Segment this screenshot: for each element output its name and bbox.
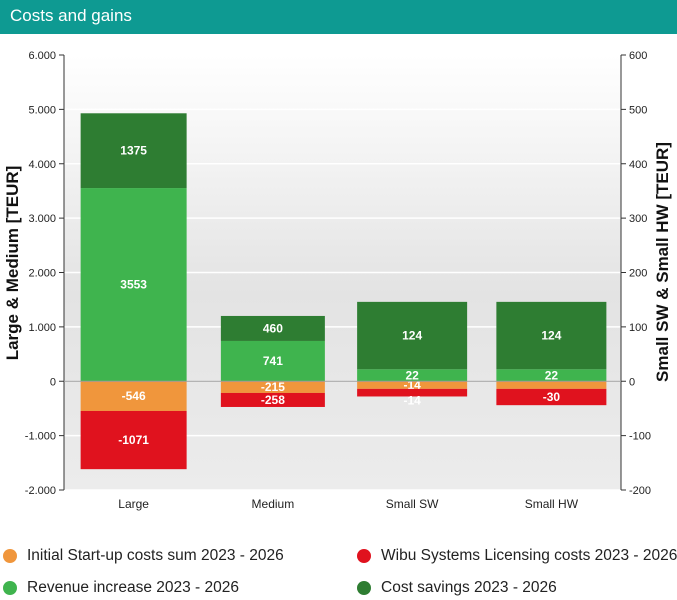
legend-item-wibu: Wibu Systems Licensing costs 2023 - 2026 <box>357 546 677 566</box>
data-label-savings: 124 <box>402 329 422 343</box>
x-tick-label: Small HW <box>525 497 579 511</box>
bar-wibu-large <box>80 410 187 470</box>
y-tick-label-left: -2.000 <box>25 485 56 497</box>
legend: Initial Start-up costs sum 2023 - 2026 W… <box>0 540 677 600</box>
bar-savings-large <box>80 113 187 189</box>
data-label-wibu: -1071 <box>118 433 149 447</box>
bars: -546-107135531375-215-258741460-14-14221… <box>80 113 607 470</box>
legend-item-savings: Cost savings 2023 - 2026 <box>357 578 557 598</box>
y-tick-label-right: 600 <box>629 50 647 62</box>
x-tick-label: Large <box>118 497 149 511</box>
legend-item-revenue: Revenue increase 2023 - 2026 <box>3 578 239 598</box>
bar-startup-large <box>80 381 187 411</box>
data-label-revenue: 22 <box>545 368 559 382</box>
y-tick-label-right: 100 <box>629 322 647 334</box>
y-tick-label-left: 6.000 <box>28 50 56 62</box>
x-tick-label: Medium <box>252 497 295 511</box>
legend-item-startup: Initial Start-up costs sum 2023 - 2026 <box>3 546 284 566</box>
y-axis-label-right: Small SW & Small HW [TEUR] <box>653 142 672 382</box>
y-tick-label-left: 2.000 <box>28 268 56 280</box>
data-label-wibu: -258 <box>261 393 285 407</box>
legend-swatch-wibu <box>357 549 371 563</box>
bar-wibu-small-hw <box>496 388 607 406</box>
bar-startup-small-hw <box>496 381 607 389</box>
legend-label-revenue: Revenue increase 2023 - 2026 <box>27 579 239 596</box>
data-label-startup: -215 <box>261 380 285 394</box>
y-tick-label-right: 0 <box>629 376 635 388</box>
y-tick-label-right: 300 <box>629 213 647 225</box>
bar-wibu-medium <box>220 392 325 407</box>
y-tick-label-left: -1.000 <box>25 431 56 443</box>
y-tick-label-right: 500 <box>629 104 647 116</box>
data-label-wibu: -14 <box>403 393 421 407</box>
legend-swatch-savings <box>357 581 371 595</box>
bar-revenue-medium <box>220 340 325 382</box>
bar-startup-small-sw <box>357 381 468 389</box>
legend-label-savings: Cost savings 2023 - 2026 <box>381 579 557 596</box>
bar-revenue-small-sw <box>357 369 468 382</box>
bar-savings-small-sw <box>357 301 468 370</box>
y-tick-label-left: 3.000 <box>28 213 56 225</box>
y-tick-label-right: 400 <box>629 159 647 171</box>
legend-label-startup: Initial Start-up costs sum 2023 - 2026 <box>27 547 284 564</box>
legend-swatch-revenue <box>3 581 17 595</box>
data-label-savings: 1375 <box>120 144 147 158</box>
y-tick-label-left: 1.000 <box>28 322 56 334</box>
y-tick-label-right: -100 <box>629 431 651 443</box>
x-tick-label: Small SW <box>386 497 439 511</box>
data-label-revenue: 741 <box>263 354 283 368</box>
bar-startup-medium <box>220 381 325 393</box>
legend-swatch-startup <box>3 549 17 563</box>
legend-label-wibu: Wibu Systems Licensing costs 2023 - 2026 <box>381 547 677 564</box>
data-label-revenue: 22 <box>405 368 419 382</box>
data-label-savings: 460 <box>263 321 283 335</box>
y-tick-label-left: 0 <box>50 376 56 388</box>
axes: -2.000 -1.000 0 1.000 2.000 3.000 4.000 5.000 6.… <box>25 50 651 511</box>
data-label-savings: 124 <box>541 329 561 343</box>
bar-savings-medium <box>220 315 325 341</box>
bar-wibu-small-sw <box>357 388 468 397</box>
bar-savings-small-hw <box>496 301 607 370</box>
y-tick-label-left: 5.000 <box>28 104 56 116</box>
y-tick-label-right: -200 <box>629 485 651 497</box>
chart-title: Costs and gains <box>10 6 132 25</box>
bar-revenue-small-hw <box>496 369 607 382</box>
data-label-startup: -546 <box>122 389 146 403</box>
data-label-revenue: 3553 <box>120 278 147 292</box>
chart-svg: -546-107135531375-215-258741460-14-14221… <box>3 50 672 511</box>
header-bar: Costs and gains <box>0 0 677 34</box>
y-tick-label-left: 4.000 <box>28 159 56 171</box>
y-axis-label-left: Large & Medium [TEUR] <box>3 166 22 361</box>
bar-revenue-large <box>80 188 187 382</box>
data-label-wibu: -30 <box>543 390 561 404</box>
y-tick-label-right: 200 <box>629 268 647 280</box>
